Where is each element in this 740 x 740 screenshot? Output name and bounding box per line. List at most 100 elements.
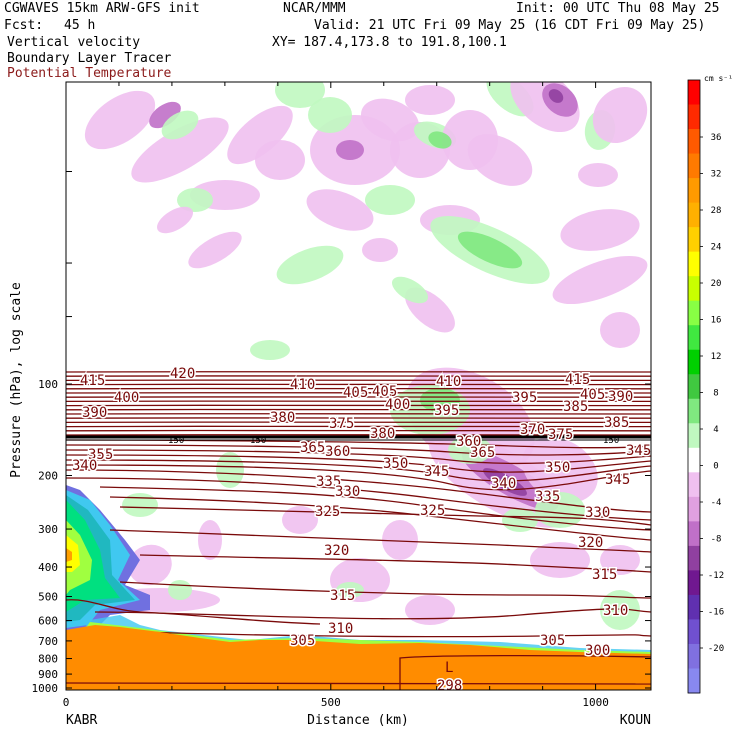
colorbar-swatch xyxy=(688,349,700,375)
colorbar-label: 12 xyxy=(711,352,722,362)
theta-contour xyxy=(119,506,651,526)
y-tick-label: 100 xyxy=(38,378,58,391)
theta-label: 360 xyxy=(456,434,481,450)
velocity-blob xyxy=(535,492,585,528)
theta-label: 405 xyxy=(372,384,397,400)
velocity-blob xyxy=(578,163,618,187)
theta-contour xyxy=(66,408,651,411)
theta-label: 385 xyxy=(563,399,588,415)
center-label: NCAR/MMM xyxy=(283,1,346,16)
theta-label: 380 xyxy=(270,410,295,426)
theta-label: 298 xyxy=(437,678,462,694)
theta-contour xyxy=(66,413,651,415)
theta-contour xyxy=(66,421,651,424)
velocity-blob xyxy=(122,493,158,517)
colorbar-frame xyxy=(687,79,701,694)
colorbar-label: -12 xyxy=(708,571,724,581)
theta-contour xyxy=(99,486,651,531)
theta-contour xyxy=(66,449,651,465)
colorbar-label: 28 xyxy=(711,206,722,216)
colorbar-swatch xyxy=(688,202,700,228)
tropopause-label: 150 xyxy=(250,436,266,446)
theta-contour xyxy=(66,387,651,390)
theta-contour xyxy=(66,454,651,473)
colorbar-label: 20 xyxy=(711,279,722,289)
velocity-blob xyxy=(548,89,564,103)
colorbar-swatch xyxy=(688,374,700,400)
theta-contour xyxy=(66,429,651,432)
y-tick-label: 400 xyxy=(38,561,58,574)
theta-label: 400 xyxy=(385,397,410,413)
velocity-blob xyxy=(227,105,293,165)
x-axis-title: Distance (km) xyxy=(307,713,409,728)
theta-label: 365 xyxy=(470,445,495,461)
colorbar-swatch xyxy=(688,643,700,669)
theta-label: 370 xyxy=(520,422,545,438)
theta-label: 400 xyxy=(114,390,139,406)
theta-label: 320 xyxy=(324,543,349,559)
velocity-blob xyxy=(216,452,244,488)
theta-label: 415 xyxy=(565,372,590,388)
velocity-blob xyxy=(198,520,222,560)
theta-label: 330 xyxy=(585,505,610,521)
theta-label: 385 xyxy=(604,415,629,431)
theta-contour xyxy=(66,383,651,386)
theta-label: 375 xyxy=(548,427,573,443)
velocity-blob xyxy=(600,312,640,348)
right-station: KOUN xyxy=(620,713,651,728)
y-tick-label: 700 xyxy=(38,635,58,648)
theta-label: 330 xyxy=(335,484,360,500)
colorbar-swatch xyxy=(688,104,700,130)
y-tick-label: 300 xyxy=(38,523,58,536)
theta-label: 410 xyxy=(290,377,315,393)
velocity-blob xyxy=(131,117,229,183)
theta-contour xyxy=(119,581,651,599)
forecast-hour: 45 h xyxy=(64,18,96,33)
y-axis-title: Pressure (hPa), log scale xyxy=(9,282,24,478)
colorbar-swatch xyxy=(688,129,700,155)
colorbar-label: 32 xyxy=(711,170,722,180)
theta-label: 355 xyxy=(88,447,113,463)
theta-label: 340 xyxy=(72,458,97,474)
colorbar-label: 16 xyxy=(711,316,722,326)
theta-label: 350 xyxy=(383,456,408,472)
theta-contour xyxy=(66,417,651,420)
theta-label: 395 xyxy=(434,403,459,419)
field-boundary-layer-tracer: Boundary Layer Tracer xyxy=(7,51,172,66)
y-tick-label: 500 xyxy=(38,590,58,603)
theta-label: 300 xyxy=(585,643,610,659)
colorbar-swatch xyxy=(688,496,700,522)
y-tick-label: 600 xyxy=(38,615,58,628)
colorbar-swatch xyxy=(688,300,700,326)
theta-contour xyxy=(66,392,651,394)
colorbar-swatch xyxy=(688,447,700,473)
velocity-blob xyxy=(336,140,364,160)
velocity-blob xyxy=(600,590,640,630)
theta-label: 310 xyxy=(603,603,628,619)
low-label: L xyxy=(445,660,453,676)
theta-label: 395 xyxy=(512,390,537,406)
velocity-blob xyxy=(382,520,418,560)
theta-contour xyxy=(66,459,651,482)
theta-label: 315 xyxy=(330,588,355,604)
velocity-blob xyxy=(308,97,352,133)
velocity-blob xyxy=(306,189,374,231)
y-tick-label: 200 xyxy=(38,470,58,483)
velocity-blob xyxy=(156,206,194,234)
cross-section-endpoints: XY= 187.4,173.8 to 191.8,100.1 xyxy=(272,35,507,50)
tracer-band xyxy=(66,548,72,562)
colorbar-label: -20 xyxy=(708,644,724,654)
theta-contour xyxy=(66,469,651,513)
theta-contour xyxy=(139,554,651,573)
theta-contour xyxy=(66,375,651,378)
velocity-blob xyxy=(428,131,452,149)
colorbar-label: -16 xyxy=(708,608,724,618)
theta-contour xyxy=(66,379,651,382)
theta-label: 375 xyxy=(329,416,354,432)
theta-contour xyxy=(94,608,651,620)
x-tick-label: 500 xyxy=(321,696,341,709)
theta-contour xyxy=(66,434,651,436)
